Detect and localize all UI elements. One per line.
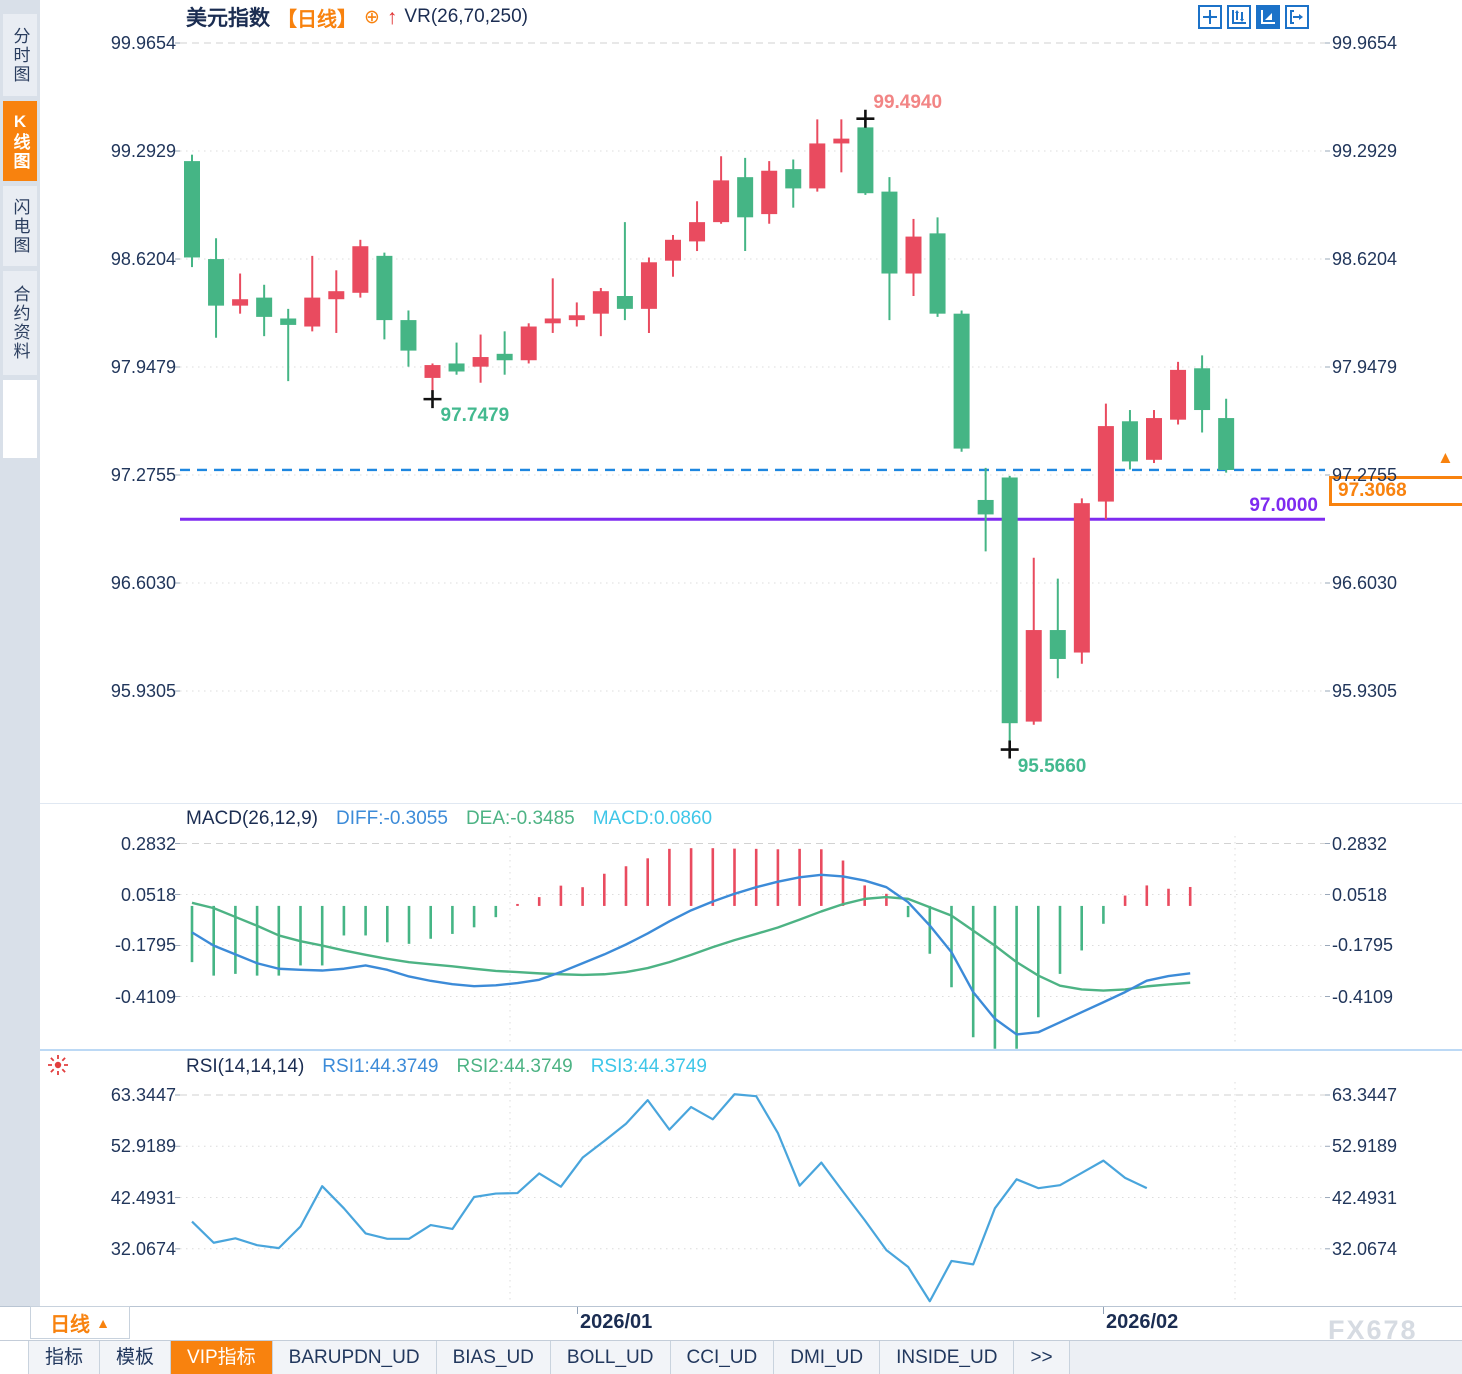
x-axis-label: 2026/01: [580, 1311, 653, 1333]
macd-diff-value: DIFF:-0.3055: [336, 808, 448, 829]
chart-title-row: 美元指数 【日线】 ⊕ ↑ VR(26,70,250): [186, 3, 528, 31]
macd-axis-label: -0.1795: [1332, 935, 1394, 956]
price-axis-label: 99.2929: [110, 141, 176, 161]
price-axis-label: 99.9654: [1332, 33, 1398, 53]
x-axis-tick: [577, 1307, 578, 1314]
price-axis-label: 95.9305: [1332, 681, 1398, 701]
price-axis-label: 99.9654: [110, 33, 176, 53]
macd-axis-label: 0.2832: [1332, 833, 1388, 854]
rsi3-value: RSI3:44.3749: [590, 1056, 707, 1077]
left-sidebar: 分时图 K线图 闪电图 合约资料: [0, 0, 40, 1306]
tab-boll-ud[interactable]: BOLL_UD: [550, 1341, 671, 1374]
price-axis-label: 98.6204: [1332, 249, 1398, 269]
tab-dmi-ud[interactable]: DMI_UD: [774, 1341, 881, 1374]
price-axis-label: 96.6030: [110, 572, 176, 593]
pan-crosshair-icon[interactable]: [1198, 5, 1222, 29]
alert-sun-icon[interactable]: [46, 1053, 70, 1082]
panel-separator: [0, 803, 1462, 804]
chevron-up-icon: ▲: [96, 1314, 110, 1331]
tab-inside-ud[interactable]: INSIDE_UD: [880, 1341, 1015, 1374]
shift-right-icon[interactable]: [1285, 5, 1309, 29]
rsi-axis-label: 42.4931: [1332, 1187, 1398, 1208]
current-price-badge: 97.3068: [1329, 476, 1462, 506]
tab-bias-ud[interactable]: BIAS_UD: [436, 1341, 551, 1374]
tab-vip-indicators[interactable]: VIP指标: [171, 1341, 273, 1374]
sidebar-item-contract-info[interactable]: 合约资料: [3, 271, 37, 375]
support-line-label: 97.0000: [1249, 495, 1318, 516]
rsi-axis-label: 32.0674: [110, 1238, 176, 1259]
price-axis-label: 96.6030: [1332, 572, 1398, 593]
auto-scale-icon[interactable]: [1256, 5, 1280, 29]
sidebar-item-lightning-chart[interactable]: 闪电图: [3, 186, 37, 266]
price-axis-label: 97.2755: [110, 464, 176, 485]
sidebar-item-empty[interactable]: [3, 380, 37, 458]
instrument-title: 美元指数: [186, 7, 270, 30]
tab-barupdn-ud[interactable]: BARUPDN_UD: [272, 1341, 437, 1374]
price-up-arrow-icon: ▲: [1437, 448, 1454, 467]
period-selector[interactable]: 日线 ▲: [30, 1306, 130, 1339]
period-tag: 【日线】: [277, 8, 357, 31]
x-axis-label: 2026/02: [1106, 1311, 1179, 1333]
macd-axis-label: 0.0518: [120, 884, 176, 905]
macd-dea-value: DEA:-0.3485: [465, 808, 575, 829]
tab-cci-ud[interactable]: CCI_UD: [670, 1341, 775, 1374]
macd-axis-label: 0.2832: [120, 833, 176, 854]
indicator-tab-bar: 指标 模板 VIP指标 BARUPDN_UD BIAS_UD BOLL_UD C…: [0, 1340, 1462, 1374]
macd-value: MACD:0.0860: [592, 808, 713, 829]
low-price-annotation: 97.7479: [440, 405, 510, 427]
high-price-annotation: 99.4940: [873, 91, 943, 113]
rsi-axis-label: 32.0674: [1332, 1238, 1398, 1259]
tab-bar-spacer: [0, 1341, 29, 1374]
rsi-name: RSI(14,14,14): [186, 1056, 305, 1077]
period-selector-label: 日线: [50, 1314, 91, 1336]
up-arrow-icon: ↑: [386, 5, 398, 29]
panel-separator: [0, 1049, 1462, 1051]
overlay-indicator-label: VR(26,70,250): [404, 6, 528, 27]
rsi-header: RSI(14,14,14) RSI1:44.3749 RSI2:44.3749 …: [186, 1056, 707, 1078]
price-axis-label: 99.2929: [1332, 141, 1398, 161]
rsi-axis-label: 42.4931: [110, 1187, 176, 1208]
axis-range-icon[interactable]: [1227, 5, 1251, 29]
macd-header: MACD(26,12,9) DIFF:-0.3055 DEA:-0.3485 M…: [186, 808, 712, 830]
rsi-axis-label: 63.3447: [110, 1085, 176, 1105]
low-price-annotation: 95.5660: [1017, 755, 1087, 777]
macd-axis-label: -0.4109: [114, 986, 176, 1007]
chart-toolbar: [1198, 5, 1309, 29]
macd-name: MACD(26,12,9): [186, 808, 318, 829]
price-axis-label: 97.9479: [1332, 357, 1398, 377]
time-axis: 日线 ▲ 2026/01 2026/02: [0, 1306, 1462, 1340]
macd-axis-label: -0.1795: [114, 935, 176, 956]
price-axis-label: 97.9479: [110, 357, 176, 377]
tab-templates[interactable]: 模板: [100, 1341, 172, 1374]
sidebar-item-timeline-chart[interactable]: 分时图: [3, 14, 37, 96]
price-axis-label: 98.6204: [110, 249, 176, 269]
x-axis-tick: [1103, 1307, 1104, 1314]
tab-more[interactable]: >>: [1014, 1341, 1070, 1374]
rsi-axis-label: 63.3447: [1332, 1085, 1398, 1105]
price-axis-label: 95.9305: [110, 681, 176, 701]
add-indicator-icon[interactable]: ⊕: [364, 6, 380, 28]
price-axis-label: 97.2755: [1332, 464, 1398, 485]
rsi1-value: RSI1:44.3749: [322, 1056, 439, 1077]
rsi-axis-label: 52.9189: [110, 1136, 176, 1157]
macd-axis-label: 0.0518: [1332, 884, 1388, 905]
tab-indicators[interactable]: 指标: [29, 1341, 101, 1374]
rsi-axis-label: 52.9189: [1332, 1136, 1398, 1157]
rsi2-value: RSI2:44.3749: [456, 1056, 573, 1077]
sidebar-item-candlestick-chart[interactable]: K线图: [3, 101, 37, 181]
macd-axis-label: -0.4109: [1332, 986, 1394, 1007]
